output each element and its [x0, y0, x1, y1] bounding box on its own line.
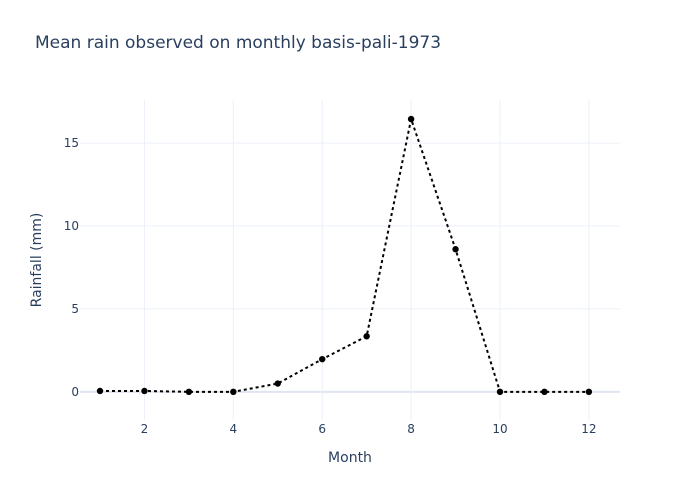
y-tick-label: 15 [64, 136, 79, 150]
x-tick-label: 12 [581, 422, 596, 436]
data-points [96, 115, 593, 396]
data-point [230, 388, 237, 396]
data-point [363, 333, 370, 340]
x-tick-labels: 2 4 6 8 10 12 [141, 422, 597, 436]
y-tick-label: 10 [64, 219, 79, 233]
y-axis-title: Rainfall (mm) [29, 213, 45, 308]
series-polyline [100, 115, 589, 393]
data-point [496, 388, 504, 396]
data-point [141, 387, 148, 395]
data-point [407, 115, 415, 123]
x-tick-label: 10 [492, 422, 507, 436]
data-point [541, 388, 548, 396]
data-point [185, 388, 193, 396]
x-axis-title: Month [328, 450, 372, 466]
data-point [452, 246, 459, 253]
x-tick-label: 2 [141, 422, 149, 436]
series-line [100, 115, 589, 393]
y-tick-label: 5 [71, 302, 79, 316]
x-tick-label: 8 [407, 422, 415, 436]
x-tick-label: 4 [230, 422, 238, 436]
chart-title: Mean rain observed on monthly basis-pali… [35, 33, 442, 53]
data-point [319, 355, 326, 363]
data-point [585, 388, 593, 396]
y-tick-labels: 0 5 10 15 [64, 136, 79, 399]
x-tick-label: 6 [318, 422, 326, 436]
y-tick-label: 0 [71, 385, 79, 399]
data-point [274, 380, 281, 387]
data-point [96, 387, 104, 395]
gridlines [80, 100, 620, 420]
